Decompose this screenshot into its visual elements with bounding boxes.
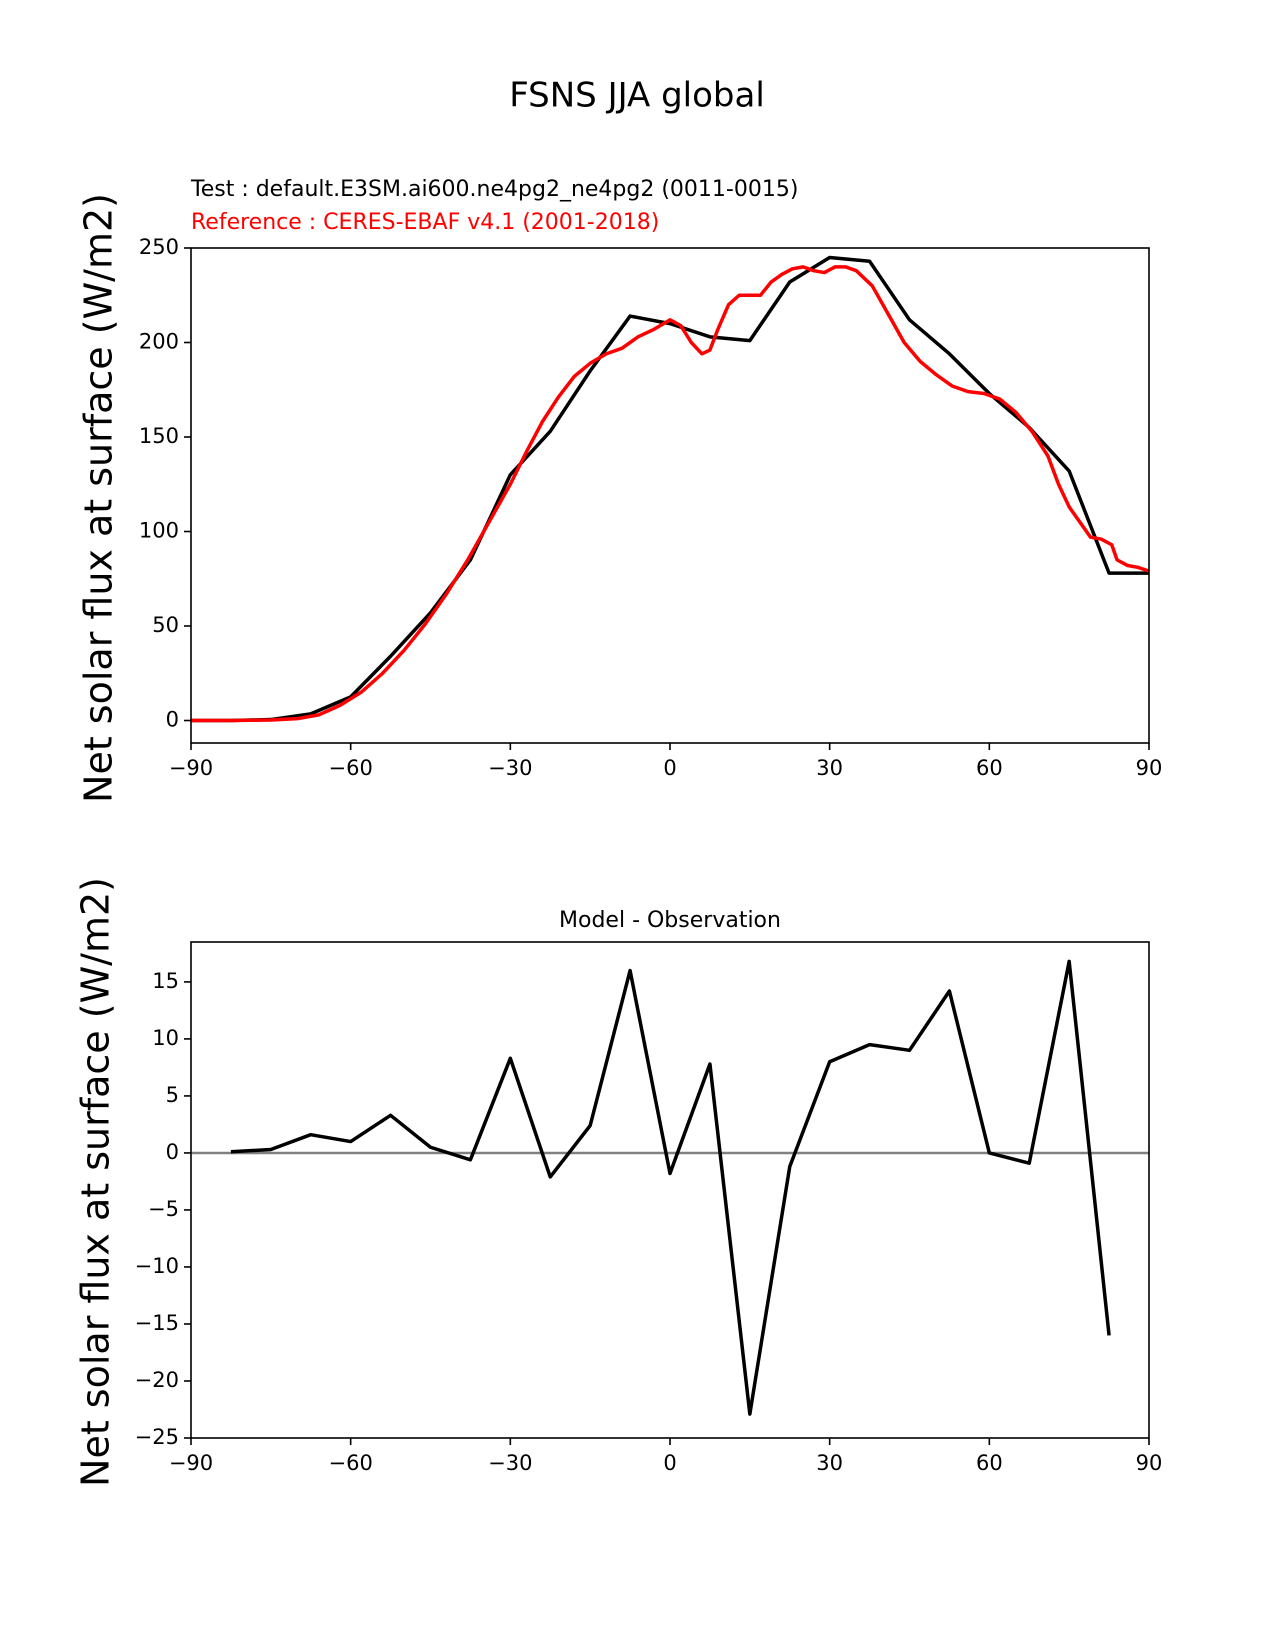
bottom-ylabel: Net solar flux at surface (W/m2) <box>74 877 118 1487</box>
top-ytick-label: 150 <box>139 424 179 448</box>
bottom-ytick-label: 0 <box>166 1140 179 1164</box>
top-xtick-label: 0 <box>663 756 676 780</box>
top-ytick-label: 100 <box>139 519 179 543</box>
figure-title: FSNS JJA global <box>509 76 765 116</box>
bottom-ytick-label: 5 <box>166 1083 179 1107</box>
bottom-xtick-label: 0 <box>663 1451 676 1475</box>
top-xtick-label: −30 <box>488 756 532 780</box>
test-label: Test : default.E3SM.ai600.ne4pg2_ne4pg2 … <box>190 177 798 202</box>
bottom-xtick-label: 60 <box>976 1451 1003 1475</box>
top-xtick-label: 90 <box>1136 756 1163 780</box>
bottom-xtick-label: 30 <box>816 1451 843 1475</box>
bottom-series-line-model-observation <box>230 959 1111 1416</box>
top-ytick-label: 250 <box>139 235 179 259</box>
bottom-ytick-label: −10 <box>135 1254 179 1278</box>
bottom-xtick-label: −30 <box>488 1451 532 1475</box>
bottom-xtick-label: −60 <box>329 1451 373 1475</box>
bottom-ytick-label: −15 <box>135 1311 179 1335</box>
top-xtick-label: −60 <box>329 756 373 780</box>
top-xtick-label: −90 <box>169 756 213 780</box>
bottom-ytick-label: −5 <box>148 1197 179 1221</box>
bottom-ytick-label: −20 <box>135 1368 179 1392</box>
top-xtick-label: 30 <box>816 756 843 780</box>
top-series-line-test <box>191 255 1149 723</box>
bottom-axes-frame <box>190 941 1150 1439</box>
top-xtick-label: 60 <box>976 756 1003 780</box>
bottom-panel: −90 −60 −30 0 30 60 90 −25 −20 −15 −10 −5 0 5 10 15 <box>135 941 1163 1475</box>
bottom-ytick-label: 10 <box>152 1026 179 1050</box>
bottom-ytick-label: 15 <box>152 969 179 993</box>
bottom-ytick-label: −25 <box>135 1425 179 1449</box>
top-ytick-label: 200 <box>139 330 179 354</box>
reference-label: Reference : CERES-EBAF v4.1 (2001-2018) <box>191 210 659 235</box>
top-ylabel: Net solar flux at surface (W/m2) <box>77 193 121 803</box>
bottom-xtick-label: 90 <box>1136 1451 1163 1475</box>
top-series-line-reference <box>191 265 1150 723</box>
top-ytick-label: 0 <box>166 708 179 732</box>
top-ytick-label: 50 <box>152 613 179 637</box>
top-panel: −90 −60 −30 0 30 60 90 0 50 100 150 200 250 <box>139 235 1162 780</box>
top-axes-frame <box>190 247 1150 744</box>
bottom-xtick-label: −90 <box>169 1451 213 1475</box>
difference-panel-title: Model - Observation <box>559 908 781 933</box>
